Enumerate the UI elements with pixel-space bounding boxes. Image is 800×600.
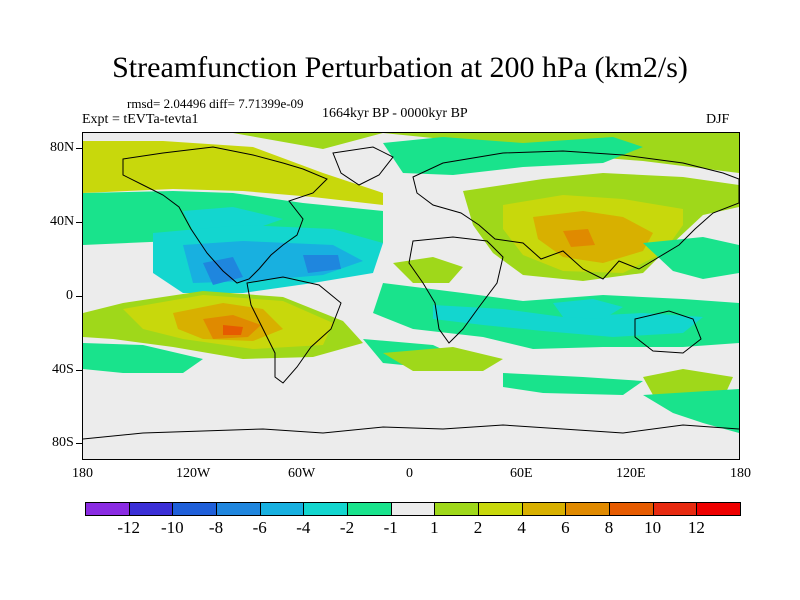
- map-panel: [82, 132, 740, 460]
- x-tick-label: 60W: [288, 466, 316, 481]
- colorbar-label: 4: [517, 518, 526, 537]
- colorbar-swatch: [128, 502, 174, 516]
- colorbar-label: 6: [561, 518, 570, 537]
- coastline-greenland: [332, 146, 394, 186]
- colorbar-label: -6: [252, 518, 267, 537]
- colorbar-label: 8: [604, 518, 614, 537]
- y-tick: [76, 222, 82, 223]
- colorbar-label: 12: [687, 518, 705, 537]
- contour-atlantic-neg-min: [203, 255, 341, 285]
- x-tick-label: 60E: [510, 466, 533, 481]
- colorbar-label: -4: [296, 518, 311, 537]
- contour-southern-green: [83, 339, 643, 395]
- y-tick: [76, 296, 82, 297]
- y-tick: [76, 148, 82, 149]
- contour-arctic-west: [83, 141, 383, 205]
- colorbar-label: 1: [430, 518, 439, 537]
- x-tick-label: 120W: [176, 466, 211, 481]
- contour-sa-pos-peak: [223, 325, 243, 335]
- colorbar-swatch: [259, 502, 305, 516]
- colorbar-label: 10: [644, 518, 662, 537]
- colorbar-label: 2: [473, 518, 483, 537]
- y-tick-label: 40S: [52, 362, 74, 377]
- colorbar-swatch: [478, 502, 523, 516]
- colorbar-label: -8: [208, 518, 224, 537]
- contour-indian-teal: [553, 299, 623, 319]
- colorbar-label: -2: [339, 518, 355, 537]
- colorbar-label: -1: [383, 518, 398, 537]
- colorbar-swatch: [609, 502, 654, 516]
- colorbar-swatch: [303, 502, 348, 516]
- colorbar-swatch: [434, 502, 479, 516]
- contour-southern-yellow: [383, 347, 733, 405]
- coastline-africa: [408, 236, 504, 344]
- stats-text: rmsd= 2.04496 diff= 7.71399e-09: [127, 96, 304, 111]
- figure-title: Streamfunction Perturbation at 200 hPa (…: [112, 51, 688, 84]
- y-tick-label: 80N: [50, 140, 75, 155]
- x-tick-label: 0: [406, 466, 413, 481]
- x-tick-label: 180: [730, 466, 751, 481]
- x-tick-label: 180: [72, 466, 93, 481]
- coastline-south-america: [246, 276, 342, 384]
- contour-asia-pos-core: [563, 229, 595, 247]
- map-canvas: [83, 133, 739, 459]
- colorbar-label: -12: [117, 518, 140, 537]
- contour-antarctic-green: [643, 389, 739, 433]
- experiment-label: Expt = tEVTa-tevta1: [82, 112, 199, 127]
- coastline-antarctica: [83, 424, 739, 440]
- y-tick-label: 80S: [52, 435, 74, 450]
- coastlines: [83, 146, 739, 440]
- colorbar-swatch: [565, 502, 610, 516]
- contour-north-atlantic-green: [383, 137, 643, 175]
- y-tick-label: 40N: [50, 214, 75, 229]
- colorbar-swatch: [652, 502, 698, 516]
- contour-indian-green: [643, 237, 739, 279]
- season-label: DJF: [706, 112, 730, 127]
- coastline-eurasia: [412, 150, 739, 280]
- colorbar-swatch: [85, 502, 130, 516]
- colorbar-swatch: [521, 502, 567, 516]
- contour-africa-pos: [393, 257, 463, 283]
- period-label: 1664kyr BP - 0000kyr BP: [322, 106, 468, 121]
- contour-asia-pos-inner: [533, 211, 653, 263]
- colorbar-swatch: [390, 502, 436, 516]
- colorbar-swatch: [696, 502, 741, 516]
- colorbar: [85, 502, 741, 516]
- y-tick: [76, 370, 82, 371]
- colorbar-label: -10: [160, 518, 184, 537]
- coastline-australia: [634, 310, 702, 354]
- contour-fills: [83, 133, 739, 433]
- colorbar-swatch: [216, 502, 261, 516]
- coastline-north-america: [122, 146, 328, 284]
- colorbar-swatch: [172, 502, 217, 516]
- y-tick-label: 0: [66, 288, 73, 303]
- x-tick-label: 120E: [616, 466, 646, 481]
- colorbar-swatch: [347, 502, 392, 516]
- y-tick: [76, 443, 82, 444]
